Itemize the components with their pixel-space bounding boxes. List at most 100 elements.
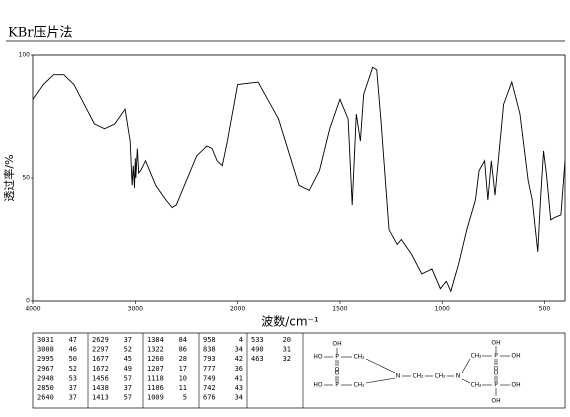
peak-transmittance: 46 bbox=[69, 346, 77, 354]
peak-wavenumber: 533 bbox=[251, 336, 264, 344]
peak-transmittance: 11 bbox=[179, 384, 187, 392]
peak-wavenumber: 793 bbox=[203, 355, 216, 363]
structure-label: CH₂ bbox=[353, 382, 365, 389]
structure-label: HO bbox=[313, 382, 323, 389]
x-tick-label: 3000 bbox=[128, 306, 143, 313]
peak-wavenumber: 2967 bbox=[37, 365, 54, 373]
peak-transmittance: 34 bbox=[235, 394, 243, 402]
x-tick-label: 2000 bbox=[230, 306, 245, 313]
peak-transmittance: 47 bbox=[69, 336, 77, 344]
structure-label: OH bbox=[511, 382, 520, 389]
peak-wavenumber: 1322 bbox=[147, 346, 164, 354]
structure-label: OH bbox=[511, 353, 520, 360]
peak-transmittance: 52 bbox=[124, 346, 132, 354]
structure-label: CH₂ bbox=[353, 354, 365, 361]
structure-label: O bbox=[335, 367, 340, 374]
peak-transmittance: 37 bbox=[124, 336, 132, 344]
structure-label: O bbox=[335, 370, 340, 377]
peak-transmittance: 28 bbox=[179, 355, 187, 363]
structure-label: CH₂ bbox=[412, 373, 424, 380]
peak-transmittance: 10 bbox=[179, 374, 187, 382]
peak-transmittance: 49 bbox=[124, 365, 132, 373]
peak-wavenumber: 2640 bbox=[37, 394, 54, 402]
structure-label: P bbox=[494, 382, 498, 389]
peak-wavenumber: 1118 bbox=[147, 374, 164, 382]
peak-wavenumber: 2995 bbox=[37, 355, 54, 363]
peak-wavenumber: 958 bbox=[203, 336, 216, 344]
peak-transmittance: 50 bbox=[69, 355, 77, 363]
structure-label: O bbox=[494, 370, 499, 377]
peak-wavenumber: 463 bbox=[251, 355, 264, 363]
x-tick-label: 1000 bbox=[435, 306, 450, 313]
y-axis-label: 透过率/% bbox=[2, 154, 16, 201]
y-tick-label: 100 bbox=[19, 52, 31, 59]
peak-transmittance: 43 bbox=[235, 384, 243, 392]
peak-transmittance: 52 bbox=[69, 365, 77, 373]
peak-transmittance: 34 bbox=[235, 346, 243, 354]
structure-label: P bbox=[494, 353, 498, 360]
peak-transmittance: 20 bbox=[283, 336, 291, 344]
peak-wavenumber: 1413 bbox=[92, 394, 109, 402]
peak-table-frame bbox=[32, 332, 566, 409]
peak-wavenumber: 838 bbox=[203, 346, 216, 354]
peak-wavenumber: 742 bbox=[203, 384, 216, 392]
structure-label: O bbox=[494, 366, 499, 373]
peak-transmittance: 41 bbox=[235, 374, 243, 382]
peak-transmittance: 86 bbox=[179, 346, 187, 354]
peak-wavenumber: 1438 bbox=[92, 384, 109, 392]
peak-wavenumber: 749 bbox=[203, 374, 216, 382]
peak-wavenumber: 490 bbox=[251, 346, 264, 354]
structure-label: CH₂ bbox=[434, 373, 446, 380]
peak-wavenumber: 1384 bbox=[147, 336, 164, 344]
structure-label: OH bbox=[491, 398, 500, 405]
peak-wavenumber: 1677 bbox=[92, 355, 109, 363]
peak-transmittance: 42 bbox=[235, 355, 243, 363]
peak-transmittance: 31 bbox=[283, 346, 291, 354]
structure-label: N bbox=[456, 373, 461, 380]
x-tick-label: 500 bbox=[539, 306, 551, 313]
structure-label: HO bbox=[313, 354, 323, 361]
peak-transmittance: 57 bbox=[124, 374, 132, 382]
peak-wavenumber: 2297 bbox=[92, 346, 109, 354]
peak-wavenumber: 2850 bbox=[37, 384, 54, 392]
spectrum-line bbox=[32, 66, 566, 293]
structure-label: CH₂ bbox=[470, 382, 482, 389]
peak-wavenumber: 1260 bbox=[147, 355, 164, 363]
structure-label: P bbox=[335, 382, 339, 389]
structure-bonds bbox=[324, 346, 510, 396]
chart-title: KBr压片法 bbox=[8, 26, 72, 41]
peak-transmittance: 37 bbox=[124, 384, 132, 392]
structure-label: OH bbox=[332, 341, 341, 348]
structure-label: OH bbox=[491, 340, 500, 347]
x-tick-label: 1500 bbox=[332, 306, 347, 313]
structure-label: CH₂ bbox=[470, 353, 482, 360]
peak-wavenumber: 3008 bbox=[37, 346, 54, 354]
peak-wavenumber: 3031 bbox=[37, 336, 54, 344]
peak-transmittance: 37 bbox=[69, 384, 77, 392]
peak-wavenumber: 1207 bbox=[147, 365, 164, 373]
peak-wavenumber: 1456 bbox=[92, 374, 109, 382]
peak-transmittance: 17 bbox=[179, 365, 187, 373]
peak-transmittance: 53 bbox=[69, 374, 77, 382]
peak-transmittance: 45 bbox=[124, 355, 132, 363]
y-tick-label: 0 bbox=[26, 298, 30, 305]
y-tick-label: 50 bbox=[22, 175, 30, 182]
peak-wavenumber: 2629 bbox=[92, 336, 109, 344]
peak-wavenumber: 1009 bbox=[147, 394, 164, 402]
structure-label: N bbox=[396, 373, 401, 380]
plot-frame bbox=[32, 54, 566, 302]
peak-transmittance: 84 bbox=[179, 336, 187, 344]
peak-transmittance: 4 bbox=[239, 336, 243, 344]
x-axis-label: 波数/cm⁻¹ bbox=[261, 314, 319, 329]
peak-wavenumber: 676 bbox=[203, 394, 216, 402]
peak-transmittance: 37 bbox=[69, 394, 77, 402]
peak-transmittance: 36 bbox=[235, 365, 243, 373]
table-separators bbox=[87, 333, 304, 408]
x-tick-label: 4000 bbox=[25, 306, 40, 313]
peak-wavenumber: 1106 bbox=[147, 384, 164, 392]
peak-transmittance: 32 bbox=[283, 355, 291, 363]
peak-transmittance: 57 bbox=[124, 394, 132, 402]
peak-wavenumber: 1672 bbox=[92, 365, 109, 373]
peak-wavenumber: 777 bbox=[203, 365, 216, 373]
